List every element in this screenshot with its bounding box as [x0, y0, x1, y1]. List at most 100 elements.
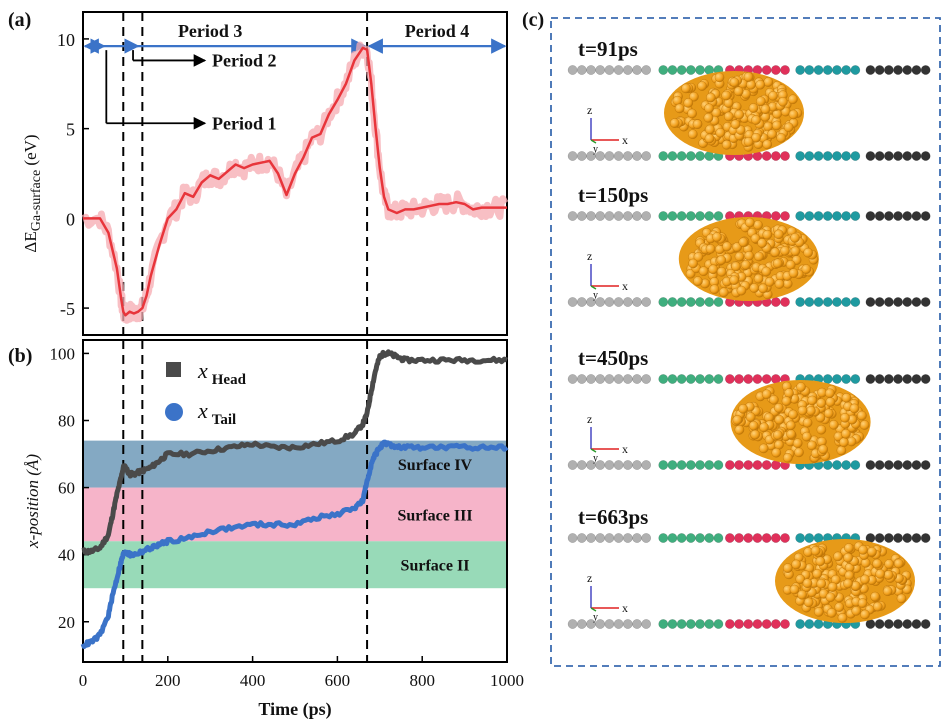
droplet-atom — [745, 217, 755, 228]
atom — [743, 619, 754, 629]
droplet-atom — [772, 258, 783, 269]
droplet-atom — [705, 244, 716, 254]
y-tick-label: 100 — [50, 344, 76, 363]
atom — [695, 151, 705, 161]
droplet-atom — [860, 609, 870, 620]
snapshot-time-label: t=91ps — [578, 37, 638, 61]
atom — [734, 460, 744, 470]
atom — [658, 460, 669, 470]
droplet-atom — [834, 602, 845, 612]
atom — [771, 619, 781, 629]
atom — [595, 211, 606, 221]
atom — [576, 211, 587, 221]
droplet-atom — [734, 109, 745, 120]
droplet-atom — [734, 251, 745, 262]
y-axis-arrow — [590, 285, 597, 290]
atom — [576, 374, 587, 384]
droplet-atom — [721, 90, 732, 101]
atom — [874, 619, 885, 629]
droplet-atom — [750, 429, 761, 440]
atom — [813, 65, 824, 75]
atom — [822, 151, 833, 161]
surface-band-label: Surface IV — [398, 457, 473, 474]
droplet-atom — [825, 592, 836, 603]
atom — [780, 619, 790, 629]
droplet-atom — [768, 91, 778, 101]
atom — [850, 374, 861, 384]
atom — [920, 65, 931, 75]
atom — [761, 151, 772, 161]
droplet-atom — [759, 422, 769, 433]
atom — [874, 533, 885, 543]
atom — [704, 297, 715, 307]
atom — [841, 374, 852, 384]
plot-frame — [82, 339, 508, 663]
atom — [695, 65, 705, 75]
x-tick-label: 200 — [155, 671, 181, 690]
droplet-atom — [697, 81, 707, 91]
atom — [874, 151, 885, 161]
atom — [667, 460, 678, 470]
droplet-atom — [788, 268, 799, 278]
atom-chain — [567, 211, 931, 221]
atom — [713, 460, 724, 470]
snapshot-panel: t=91ps z x y t=150ps z x y t=450ps z x y t=663ps z x y — [550, 17, 941, 667]
atom — [822, 211, 833, 221]
droplet-atom — [844, 543, 854, 553]
atom — [893, 460, 903, 470]
atom — [576, 533, 587, 543]
atom — [632, 65, 642, 75]
atom — [795, 297, 806, 307]
droplet-atom — [756, 96, 766, 107]
atom — [641, 151, 652, 161]
legend-tail-marker — [165, 403, 183, 421]
atom — [902, 297, 913, 307]
x-tick-label: 600 — [325, 671, 351, 690]
atom — [771, 211, 781, 221]
atom — [567, 297, 578, 307]
droplet-atom — [743, 136, 754, 147]
atom — [813, 211, 824, 221]
snapshot-time-label: t=450ps — [578, 346, 648, 370]
x-tick-label: 1000 — [490, 671, 524, 690]
atom — [795, 533, 806, 543]
atom — [595, 65, 606, 75]
droplet-atom — [751, 132, 761, 143]
droplet-atom — [762, 229, 773, 240]
legend-head-sub: Head — [212, 372, 247, 388]
x-tick-label: 800 — [409, 671, 435, 690]
atom — [884, 619, 894, 629]
head-series-line — [81, 349, 508, 556]
atom-chain — [567, 374, 931, 384]
droplet-atom — [816, 398, 827, 408]
atom — [622, 533, 633, 543]
atom — [586, 533, 596, 543]
atom — [865, 297, 876, 307]
atom — [622, 151, 633, 161]
panel-label-a: (a) — [8, 9, 31, 31]
atom — [911, 211, 922, 221]
atom — [604, 297, 615, 307]
atom — [704, 211, 715, 221]
atom — [920, 460, 931, 470]
y-axis-glyph-label: y — [593, 290, 598, 301]
atom — [874, 460, 885, 470]
droplet-atom — [778, 97, 788, 107]
droplet-atom — [812, 569, 823, 579]
atom — [613, 151, 624, 161]
droplet-atom — [849, 403, 860, 414]
legend-head-main: x — [197, 358, 208, 383]
droplet-atom — [761, 266, 772, 277]
atom — [884, 297, 894, 307]
droplet-atom — [780, 245, 790, 256]
droplet-atom — [801, 264, 812, 274]
x-axis-glyph-label: x — [622, 133, 628, 147]
atom — [604, 211, 615, 221]
atom — [695, 619, 705, 629]
y-axis-glyph-label: y — [593, 612, 598, 623]
droplet-atom — [709, 284, 720, 295]
panel-label-b: (b) — [8, 345, 32, 367]
droplet-atom — [810, 546, 821, 556]
droplet-atom — [744, 250, 754, 261]
atom — [832, 460, 842, 470]
